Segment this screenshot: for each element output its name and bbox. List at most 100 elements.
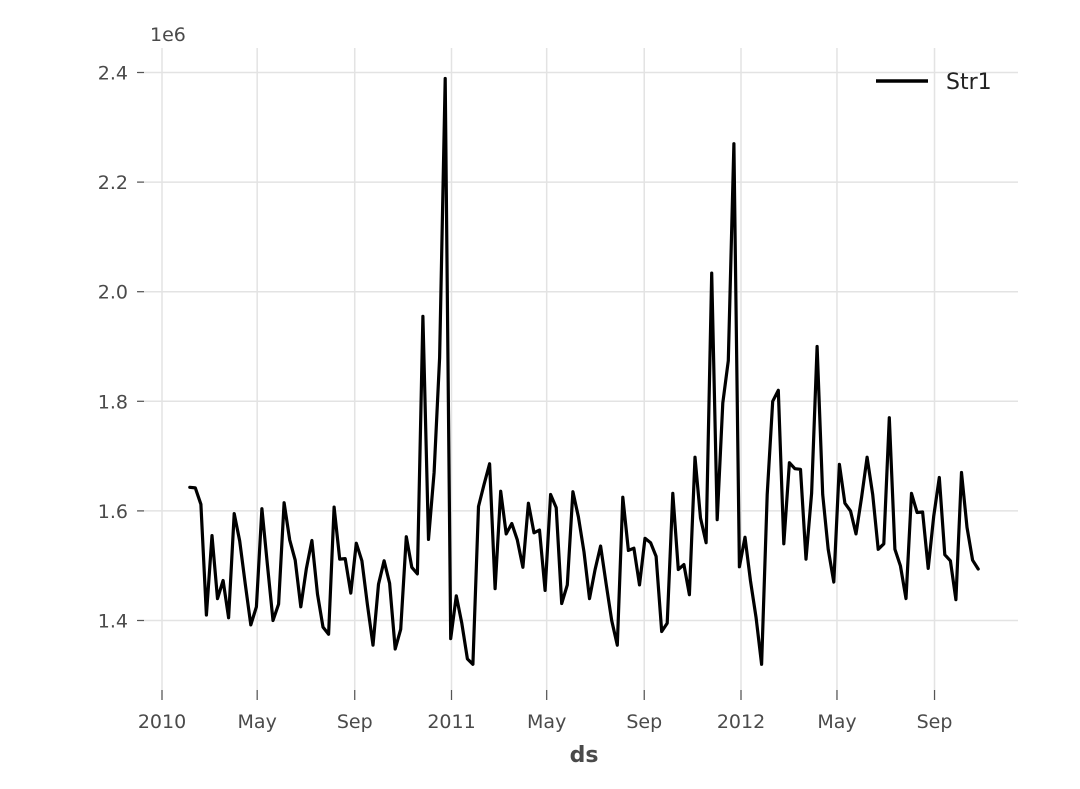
data-point: [849, 509, 853, 513]
data-point: [926, 566, 930, 570]
data-point: [465, 657, 469, 661]
data-point: [454, 594, 458, 598]
data-point: [671, 491, 675, 495]
data-point: [787, 461, 791, 465]
data-point: [221, 579, 225, 583]
data-point: [249, 623, 253, 627]
data-point: [588, 597, 592, 601]
data-point: [615, 643, 619, 647]
x-axis-title: ds: [570, 743, 599, 768]
data-point: [876, 547, 880, 551]
x-tick-label: Sep: [917, 711, 953, 733]
data-point: [321, 625, 325, 629]
data-point: [493, 587, 497, 591]
data-point: [343, 557, 347, 561]
data-point: [266, 564, 270, 568]
x-tick-label: 2011: [427, 711, 475, 733]
data-point: [538, 528, 542, 532]
data-point: [526, 501, 530, 505]
data-point: [410, 565, 414, 569]
y-tick-label: 2.4: [98, 63, 128, 85]
data-point: [715, 518, 719, 522]
data-point: [332, 505, 336, 509]
data-point: [599, 544, 603, 548]
data-point: [604, 582, 608, 586]
x-axis: 2010 May Sep 2011 May Sep 2012 May Sep: [138, 690, 953, 733]
data-point: [382, 559, 386, 563]
data-point: [710, 271, 714, 275]
data-point: [299, 605, 303, 609]
data-point: [965, 525, 969, 529]
data-point: [232, 512, 236, 516]
data-point: [799, 467, 803, 471]
legend-label-str1: Str1: [946, 70, 992, 95]
data-point: [316, 592, 320, 596]
data-point: [427, 537, 431, 541]
data-point: [882, 542, 886, 546]
data-point: [438, 356, 442, 360]
x-tick-label: May: [238, 711, 277, 733]
data-point: [704, 541, 708, 545]
x-tick-label: Sep: [626, 711, 662, 733]
data-point: [904, 597, 908, 601]
data-point: [693, 455, 697, 459]
data-point: [360, 559, 364, 563]
data-point: [687, 593, 691, 597]
data-point: [510, 522, 514, 526]
data-point: [754, 616, 758, 620]
data-point: [271, 619, 275, 623]
data-point: [643, 536, 647, 540]
x-tick-label: 2012: [717, 711, 765, 733]
data-point: [915, 511, 919, 515]
data-point: [865, 455, 869, 459]
data-point: [415, 572, 419, 576]
data-point: [921, 510, 925, 514]
data-point: [193, 486, 197, 490]
data-point: [521, 565, 525, 569]
data-point: [810, 491, 814, 495]
y-tick-label: 2.2: [98, 172, 128, 194]
data-point: [338, 557, 342, 561]
data-point: [654, 554, 658, 558]
data-point: [898, 564, 902, 568]
data-point: [504, 532, 508, 536]
x-tick-label: May: [817, 711, 856, 733]
data-point: [893, 547, 897, 551]
data-point: [665, 621, 669, 625]
data-point: [771, 399, 775, 403]
y-tick-label: 1.8: [98, 391, 128, 413]
data-point: [760, 662, 764, 666]
data-point: [388, 581, 392, 585]
x-tick-label: Sep: [337, 711, 373, 733]
data-point: [371, 643, 375, 647]
data-point: [254, 605, 258, 609]
data-point: [432, 471, 436, 475]
x-tick-label: May: [527, 711, 566, 733]
data-point: [626, 548, 630, 552]
data-point: [543, 588, 547, 592]
data-point: [310, 539, 314, 543]
data-point: [843, 501, 847, 505]
data-point: [293, 558, 297, 562]
data-point: [971, 558, 975, 562]
grid: [138, 48, 1018, 700]
data-point: [638, 583, 642, 587]
data-point: [737, 565, 741, 569]
data-point: [676, 568, 680, 572]
data-point: [477, 505, 481, 509]
data-point: [365, 603, 369, 607]
data-point: [404, 535, 408, 539]
data-point: [649, 541, 653, 545]
data-point: [210, 534, 214, 538]
data-point: [621, 495, 625, 499]
data-point: [826, 547, 830, 551]
data-point: [216, 597, 220, 601]
data-point: [471, 662, 475, 666]
data-point: [910, 491, 914, 495]
data-point: [976, 567, 980, 571]
data-point: [749, 579, 753, 583]
data-point: [499, 489, 503, 493]
data-point: [460, 621, 464, 625]
data-point: [954, 598, 958, 602]
data-point: [393, 647, 397, 651]
